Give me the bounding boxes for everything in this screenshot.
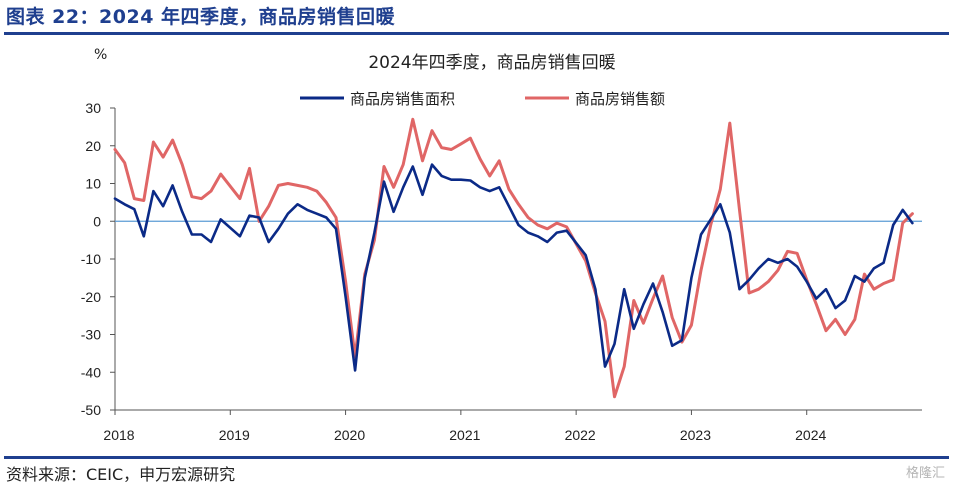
watermark: 格隆汇 (905, 466, 945, 481)
y-axis-unit: % (94, 47, 107, 63)
x-tick-label: 2020 (334, 427, 365, 443)
source-note: 资料来源：CEIC，申万宏源研究 (6, 465, 236, 484)
y-tick-label: -50 (81, 402, 101, 418)
series-line-sales-area (113, 163, 914, 372)
y-tick-label: 0 (93, 213, 101, 229)
legend-label: 商品房销售面积 (350, 90, 455, 108)
x-tick-label: 2024 (795, 427, 826, 443)
y-tick-label: -30 (81, 327, 101, 343)
legend-label: 商品房销售额 (575, 90, 665, 108)
y-tick-label: 20 (85, 138, 101, 154)
y-tick-label: 30 (85, 100, 101, 116)
y-tick-label: -20 (81, 289, 101, 305)
chart-title: 2024年四季度，商品房销售回暖 (368, 53, 615, 73)
series-line-sales-amount (113, 117, 914, 399)
x-tick-label: 2022 (565, 427, 596, 443)
x-tick-label: 2023 (680, 427, 711, 443)
x-tick-label: 2021 (449, 427, 480, 443)
chart: 2024年四季度，商品房销售回暖 % 商品房销售面积 商品房销售额 30 20 10 0… (81, 47, 922, 443)
legend: 商品房销售面积 商品房销售额 (300, 90, 665, 108)
x-tick-label: 2019 (219, 427, 250, 443)
x-tick-label: 2018 (103, 427, 134, 443)
figure-title: 图表 22：2024 年四季度，商品房销售回暖 (6, 6, 396, 28)
header-rule (4, 32, 949, 35)
y-tick-label: -10 (81, 251, 101, 267)
footer-rule (4, 456, 949, 459)
y-tick-label: 10 (85, 176, 101, 192)
series-layer (113, 117, 914, 399)
y-tick-label: -40 (81, 364, 101, 380)
